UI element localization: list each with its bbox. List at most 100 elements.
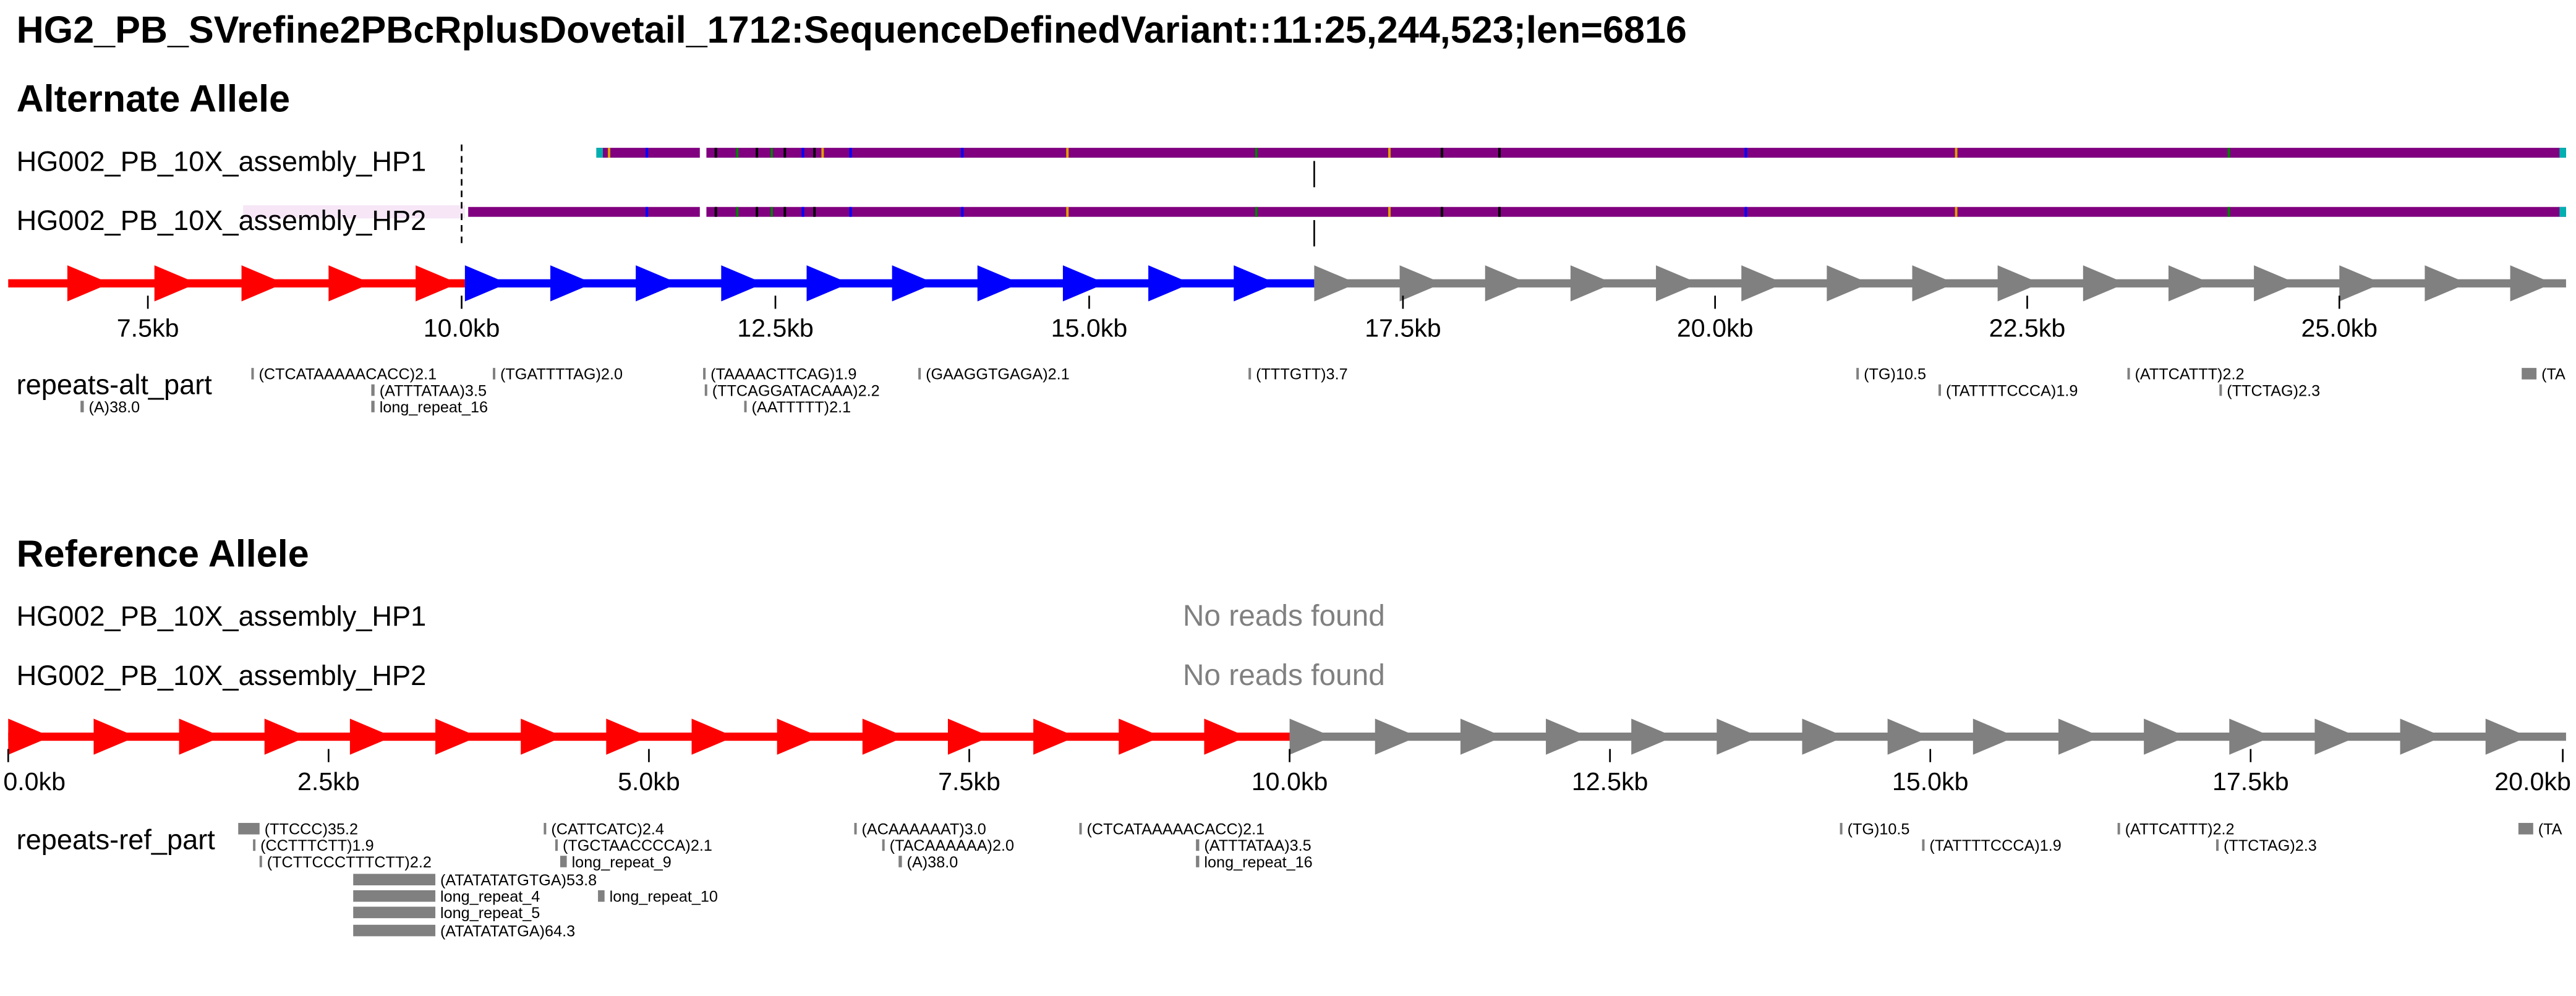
direction-arrow <box>977 265 1020 302</box>
repeat-mark <box>1922 839 1925 851</box>
repeat-label: (TATTTTCCCA)1.9 <box>1946 382 2078 399</box>
direction-arrow <box>328 265 372 302</box>
direction-arrow <box>521 718 564 755</box>
repeat-mark <box>371 401 375 412</box>
alt-repeat-annotations: (CTCATAAAAACACC)2.1 (TGATTTTAG)2.0 (ATTTAT… <box>80 366 2565 416</box>
repeat-mark <box>238 823 260 835</box>
direction-arrow <box>2400 718 2443 755</box>
ref-direction-arrows <box>8 718 2528 755</box>
read-end-mark <box>2559 148 2566 158</box>
direction-arrow <box>862 718 905 755</box>
axis-tick-label: 17.5kb <box>2212 767 2289 796</box>
repeat-label: long_repeat_16 <box>380 399 488 416</box>
direction-arrow <box>8 718 51 755</box>
repeat-label: (TG)10.5 <box>1864 366 1926 383</box>
repeat-label: (GAAGGTGAGA)2.1 <box>926 366 1070 383</box>
repeat-label: (ATTCATTT)2.2 <box>2125 821 2235 838</box>
repeat-label: (ATTTATAA)3.5 <box>380 382 487 399</box>
repeat-label: (TTCTAG)2.3 <box>2227 382 2320 399</box>
direction-arrow <box>1399 265 1443 302</box>
repeat-label: (A)38.0 <box>907 854 958 871</box>
direction-arrow <box>349 718 393 755</box>
read-bar <box>468 206 2566 217</box>
direction-arrow <box>2314 718 2358 755</box>
direction-arrow <box>1485 265 1528 302</box>
direction-arrow <box>1887 718 1930 755</box>
repeat-mark <box>2216 839 2219 851</box>
direction-arrow <box>435 718 479 755</box>
alt-axis-ticks: 7.5kb 10.0kb 12.5kb 15.0kb 17.5kb 20.0kb 22.5k… <box>117 296 2378 343</box>
repeat-mark <box>744 401 747 412</box>
direction-arrow <box>2229 718 2272 755</box>
direction-arrow <box>806 265 850 302</box>
repeat-label: long_repeat_9 <box>572 854 672 871</box>
read-end-mark <box>2559 206 2566 217</box>
repeat-mark <box>371 384 375 396</box>
repeat-label: (TCTTCCCTTTCTT)2.2 <box>267 854 432 871</box>
repeat-label: (ATTTATAA)3.5 <box>1204 837 1311 854</box>
repeat-mark <box>854 823 857 835</box>
axis-tick-label: 15.0kb <box>1892 767 1969 796</box>
read-mismatches <box>608 148 2230 158</box>
repeat-label: long_repeat_4 <box>440 888 540 906</box>
repeat-label: (TAAAACTTCAG)1.9 <box>710 366 856 383</box>
repeat-label: long_repeat_10 <box>610 888 718 906</box>
repeat-label: (TTTGTT)3.7 <box>1256 366 1348 383</box>
direction-arrow <box>1375 718 1418 755</box>
repeat-mark <box>2219 384 2222 396</box>
repeat-mark <box>493 368 496 380</box>
direction-arrow <box>1204 718 1247 755</box>
repeat-label: long_repeat_5 <box>440 904 540 922</box>
axis-tick-label: 7.5kb <box>117 314 179 343</box>
direction-arrow <box>2425 265 2468 302</box>
ref-repeat-annotations: (TTCCC)35.2(CCTTTCTT)1.9(TCTTCCCTTTCTT)2… <box>238 821 2562 940</box>
direction-arrow <box>1802 718 1845 755</box>
repeat-mark <box>1196 856 1200 867</box>
alt-read-hp2 <box>468 205 2566 219</box>
direction-arrow <box>464 265 508 302</box>
repeat-label: (ATATATATGA)64.3 <box>440 922 575 940</box>
direction-arrow <box>179 718 222 755</box>
axis-tick-label: 12.5kb <box>1572 767 1648 796</box>
alt-segment-axis <box>8 265 2566 302</box>
repeat-label: (TA <box>2538 821 2562 838</box>
repeat-mark <box>251 368 254 380</box>
ref-track-label-hp1: HG002_PB_10X_assembly_HP1 <box>17 600 427 632</box>
axis-tick-label: 12.5kb <box>737 314 814 343</box>
repeat-mark <box>1196 839 1200 851</box>
repeat-mark <box>598 890 605 902</box>
alt-read-hp1 <box>596 146 2566 160</box>
axis-tick-label: 25.0kb <box>2301 314 2378 343</box>
axis-tick-label: 20.0kb <box>1677 314 1754 343</box>
direction-arrow <box>93 718 137 755</box>
repeat-label: (CTCATAAAAACACC)2.1 <box>1086 821 1265 838</box>
ref-axis-ticks: 0.0kb 2.5kb 5.0kb 7.5kb 10.0kb 12.5kb 15.0kb 17… <box>3 749 2571 796</box>
alt-segment-blue <box>464 279 1315 287</box>
direction-arrow <box>1973 718 2016 755</box>
direction-arrow <box>777 718 820 755</box>
repeat-mark <box>882 839 885 851</box>
axis-tick-label: 20.0kb <box>2494 767 2571 796</box>
read-gap <box>699 205 707 219</box>
repeat-mark <box>1938 384 1942 396</box>
axis-tick-label: 10.0kb <box>424 314 500 343</box>
repeat-mark <box>1856 368 1859 380</box>
repeat-mark <box>353 874 436 886</box>
direction-arrow <box>1827 265 1870 302</box>
axis-tick-label: 0.0kb <box>3 767 66 796</box>
direction-arrow <box>1656 265 1699 302</box>
direction-arrow <box>892 265 935 302</box>
axis-tick-label: 10.0kb <box>1252 767 1328 796</box>
direction-arrow <box>1062 265 1106 302</box>
repeat-mark <box>2522 368 2537 380</box>
repeat-label: (TTCCC)35.2 <box>265 821 358 838</box>
repeat-label: (CCTTTCTT)1.9 <box>260 837 374 854</box>
direction-arrow <box>606 718 649 755</box>
repeat-mark <box>253 839 256 851</box>
read-overhang-shade <box>243 205 465 219</box>
direction-arrow <box>1314 265 1357 302</box>
ref-repeats-label: repeats-ref_part <box>17 824 216 856</box>
direction-arrow <box>721 265 764 302</box>
repeat-label: (ATTCATTT)2.2 <box>2135 366 2245 383</box>
direction-arrow <box>550 265 594 302</box>
